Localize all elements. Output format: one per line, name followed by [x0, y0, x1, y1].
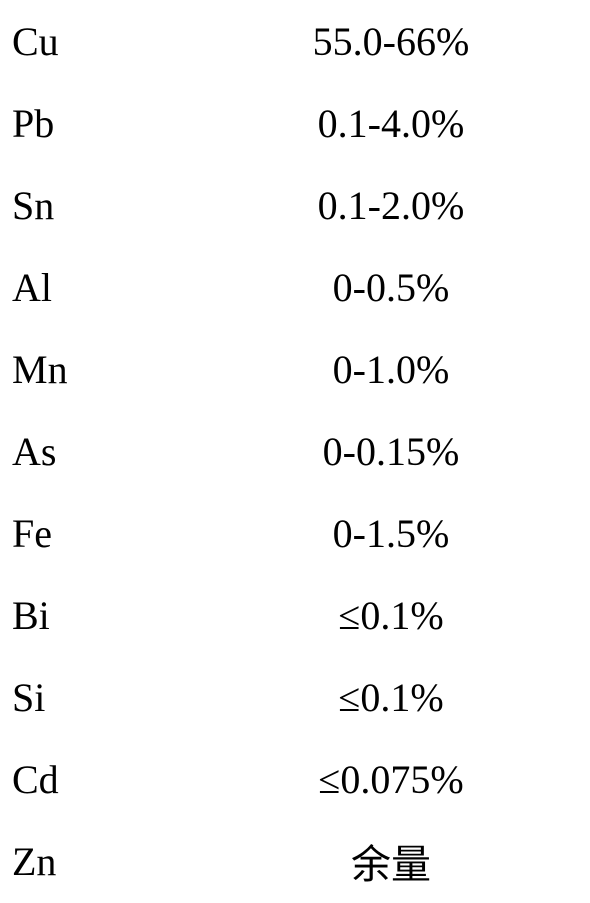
element-symbol: Bi — [0, 592, 212, 639]
table-row: Si ≤0.1% — [0, 656, 590, 738]
element-symbol: Al — [0, 264, 212, 311]
element-value: 0.1-2.0% — [212, 182, 590, 229]
element-value: 0-0.15% — [212, 428, 590, 475]
table-row: Al 0-0.5% — [0, 246, 590, 328]
table-row: Cd ≤0.075% — [0, 738, 590, 820]
composition-table: Cu 55.0-66% Pb 0.1-4.0% Sn 0.1-2.0% Al 0… — [0, 0, 590, 903]
element-symbol: Mn — [0, 346, 212, 393]
table-row: Bi ≤0.1% — [0, 574, 590, 656]
table-row: Cu 55.0-66% — [0, 0, 590, 82]
element-symbol: Sn — [0, 182, 212, 229]
element-value: ≤0.1% — [212, 674, 590, 721]
element-symbol: Cd — [0, 756, 212, 803]
element-symbol: As — [0, 428, 212, 475]
table-row: Zn 余量 — [0, 820, 590, 902]
element-symbol: Si — [0, 674, 212, 721]
table-row: Pb 0.1-4.0% — [0, 82, 590, 164]
element-symbol: Fe — [0, 510, 212, 557]
element-value: 余量 — [212, 832, 590, 890]
table-row: As 0-0.15% — [0, 410, 590, 492]
element-symbol: Zn — [0, 838, 212, 885]
table-row: Mn 0-1.0% — [0, 328, 590, 410]
element-value: 0-1.0% — [212, 346, 590, 393]
element-value: ≤0.1% — [212, 592, 590, 639]
element-symbol: Pb — [0, 100, 212, 147]
element-value: 55.0-66% — [212, 18, 590, 65]
table-row: Fe 0-1.5% — [0, 492, 590, 574]
table-row: Sn 0.1-2.0% — [0, 164, 590, 246]
element-value: 0-1.5% — [212, 510, 590, 557]
element-symbol: Cu — [0, 18, 212, 65]
element-value: 0.1-4.0% — [212, 100, 590, 147]
element-value: 0-0.5% — [212, 264, 590, 311]
element-value: ≤0.075% — [212, 756, 590, 803]
